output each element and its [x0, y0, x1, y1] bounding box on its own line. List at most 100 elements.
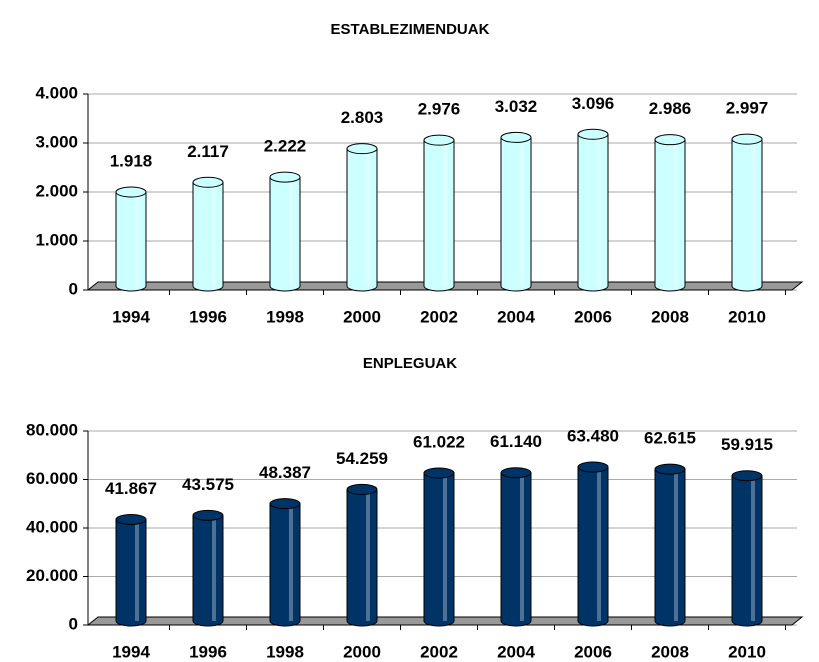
- x-tick-label: 1998: [266, 307, 304, 326]
- x-tick-label: 2004: [497, 307, 535, 326]
- y-tick-label: 40.000: [26, 517, 78, 536]
- bar-highlight: [520, 137, 524, 286]
- bar-top: [115, 186, 147, 198]
- bar-highlight: [366, 489, 370, 621]
- bar-top: [654, 134, 686, 146]
- data-label: 2.997: [726, 99, 769, 118]
- x-tick-label: 1996: [189, 642, 227, 661]
- bar: [577, 466, 609, 627]
- bar-top: [731, 470, 763, 482]
- x-tick-label: 1998: [266, 642, 304, 661]
- bar-highlight: [289, 177, 293, 286]
- bar: [423, 139, 455, 292]
- bar: [654, 468, 686, 627]
- data-label: 2.803: [341, 108, 384, 127]
- bar: [115, 191, 147, 292]
- bar: [192, 514, 224, 627]
- x-tick-label: 2000: [343, 307, 381, 326]
- y-tick-label: 20.000: [26, 566, 78, 585]
- data-label: 43.575: [182, 475, 234, 494]
- x-tick-label: 2010: [728, 642, 766, 661]
- chart-title: ESTABLEZIMENDUAK: [331, 21, 490, 38]
- bar-highlight: [366, 148, 370, 286]
- bar-highlight: [751, 139, 755, 286]
- bar-highlight: [135, 192, 139, 286]
- bar-highlight: [751, 475, 755, 621]
- bar-highlight: [520, 472, 524, 621]
- bar: [731, 475, 763, 627]
- bar-highlight: [597, 467, 601, 621]
- y-tick-label: 60.000: [26, 469, 78, 488]
- x-tick-label: 2008: [651, 642, 689, 661]
- bar: [115, 518, 147, 627]
- x-tick-label: 1994: [112, 642, 150, 661]
- bar: [346, 488, 378, 627]
- chart-title: ENPLEGUAK: [363, 355, 457, 372]
- data-label: 61.140: [490, 432, 542, 451]
- bar: [269, 503, 301, 627]
- y-tick-label: 0: [69, 279, 78, 298]
- data-label: 61.022: [413, 433, 465, 452]
- bar-top: [654, 463, 686, 475]
- bar-top: [500, 467, 532, 479]
- y-tick-label: 80.000: [26, 420, 78, 439]
- data-label: 62.615: [644, 429, 696, 448]
- bar-top: [192, 509, 224, 521]
- bar-highlight: [443, 473, 447, 621]
- bar-top: [269, 171, 301, 183]
- x-tick-label: 2010: [728, 307, 766, 326]
- data-label: 54.259: [336, 449, 388, 468]
- bar-top: [115, 513, 147, 525]
- x-tick-label: 2002: [420, 307, 458, 326]
- bar-top: [731, 133, 763, 145]
- bar: [423, 472, 455, 627]
- bar: [731, 138, 763, 292]
- bar: [654, 139, 686, 292]
- bar-top: [423, 134, 455, 146]
- bar-top: [346, 483, 378, 495]
- data-label: 3.096: [572, 94, 615, 113]
- y-tick-label: 2.000: [35, 181, 78, 200]
- data-label: 1.918: [110, 152, 153, 171]
- bar-highlight: [212, 515, 216, 621]
- data-label: 2.222: [264, 137, 307, 156]
- bar-top: [500, 131, 532, 143]
- bar: [577, 133, 609, 292]
- bar-top: [577, 128, 609, 140]
- bar: [269, 176, 301, 292]
- bar-top: [346, 143, 378, 155]
- x-tick-label: 2002: [420, 642, 458, 661]
- y-tick-label: 1.000: [35, 230, 78, 249]
- bar-highlight: [674, 469, 678, 621]
- data-label: 2.117: [187, 142, 229, 161]
- bar-highlight: [443, 140, 447, 286]
- x-tick-label: 2004: [497, 642, 535, 661]
- x-tick-label: 1994: [112, 307, 150, 326]
- bar: [192, 181, 224, 292]
- bar-highlight: [674, 139, 678, 286]
- bar-highlight: [597, 134, 601, 286]
- bar-top: [269, 498, 301, 510]
- bar-highlight: [289, 503, 293, 621]
- bar: [500, 472, 532, 627]
- x-tick-label: 2006: [574, 642, 612, 661]
- bar: [346, 148, 378, 292]
- x-tick-label: 2000: [343, 642, 381, 661]
- bar-top: [192, 176, 224, 188]
- data-label: 2.976: [418, 100, 461, 119]
- data-label: 41.867: [105, 479, 157, 498]
- y-tick-label: 3.000: [35, 132, 78, 151]
- bar-top: [423, 467, 455, 479]
- data-label: 63.480: [567, 427, 619, 446]
- data-label: 2.986: [649, 99, 692, 118]
- data-label: 3.032: [495, 97, 538, 116]
- y-tick-label: 0: [69, 614, 78, 633]
- y-tick-label: 4.000: [35, 83, 78, 102]
- x-tick-label: 2008: [651, 307, 689, 326]
- data-label: 59.915: [721, 435, 773, 454]
- x-tick-label: 1996: [189, 307, 227, 326]
- bar-top: [577, 461, 609, 473]
- bar: [500, 136, 532, 292]
